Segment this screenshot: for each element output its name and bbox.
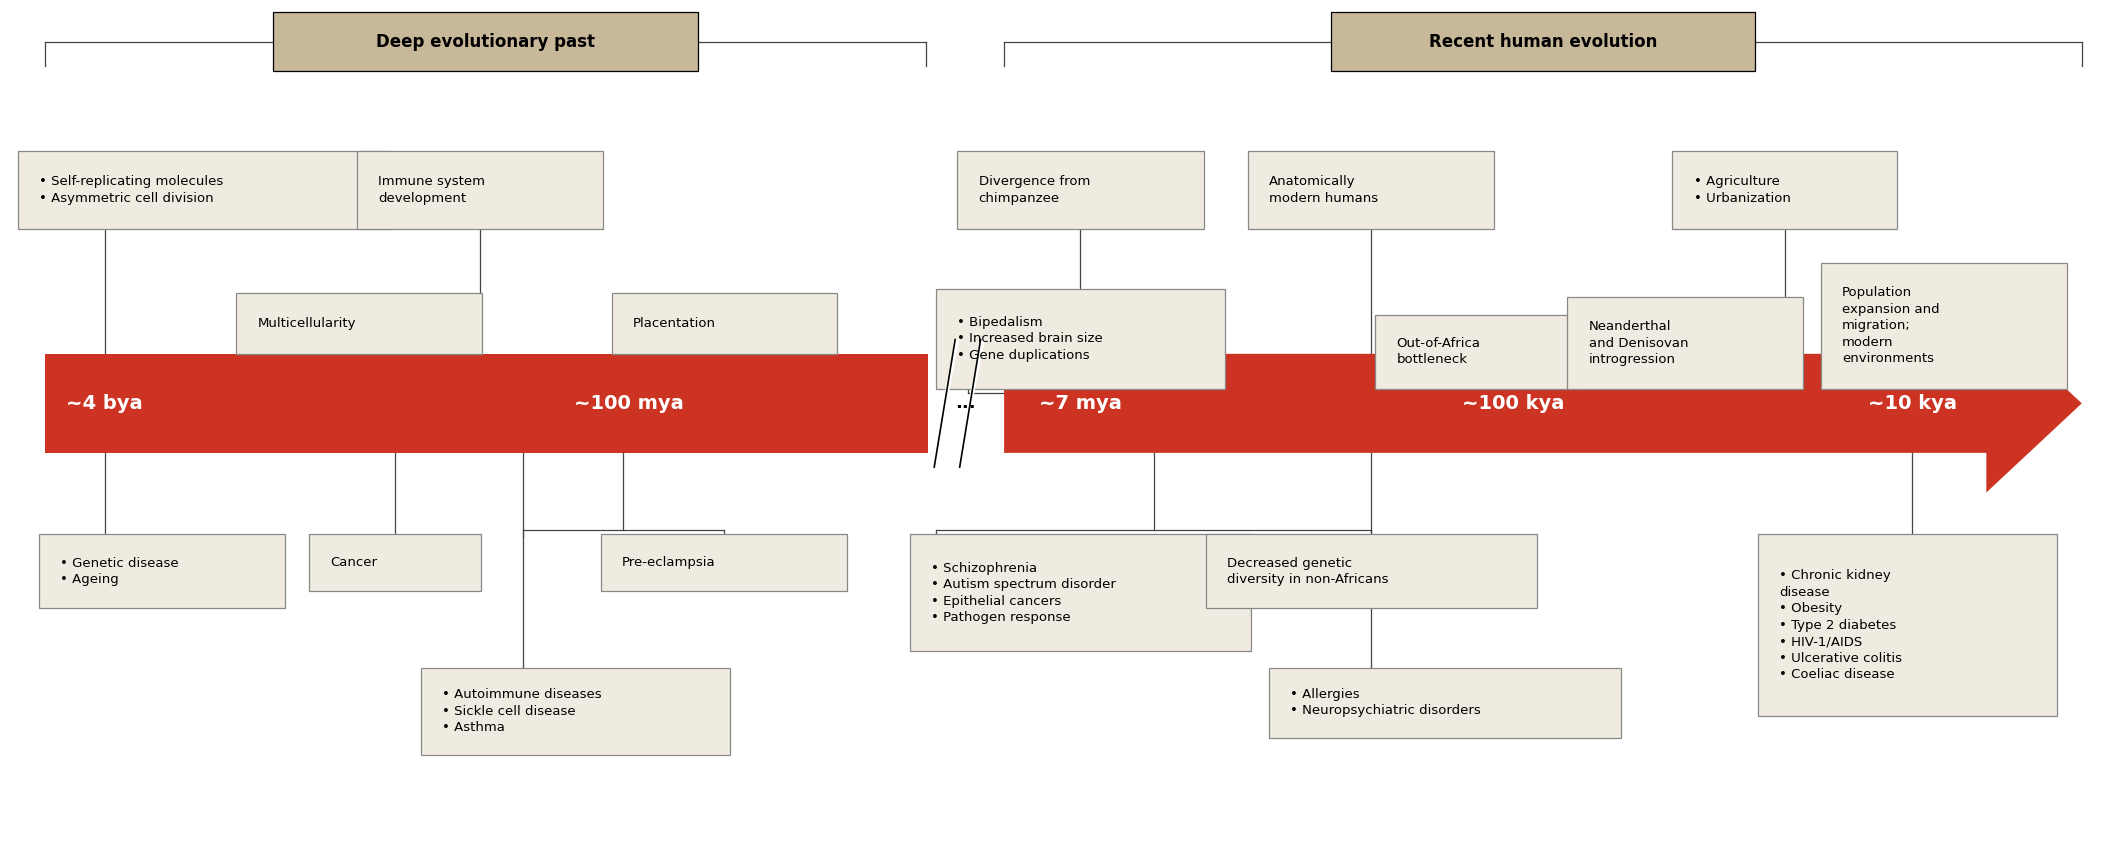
Text: Out-of-Africa
bottleneck: Out-of-Africa bottleneck [1397, 337, 1480, 367]
FancyBboxPatch shape [602, 534, 847, 591]
FancyBboxPatch shape [38, 534, 285, 609]
Text: Placentation: Placentation [634, 317, 717, 330]
Text: • Agriculture
• Urbanization: • Agriculture • Urbanization [1693, 175, 1791, 205]
Text: • Genetic disease
• Ageing: • Genetic disease • Ageing [60, 557, 179, 586]
FancyBboxPatch shape [308, 534, 481, 591]
Text: Cancer: Cancer [330, 557, 376, 570]
Text: ~4 bya: ~4 bya [66, 394, 143, 413]
Text: • Autoimmune diseases
• Sickle cell disease
• Asthma: • Autoimmune diseases • Sickle cell dise… [442, 688, 602, 734]
Text: ~100 mya: ~100 mya [574, 394, 683, 413]
FancyBboxPatch shape [17, 151, 391, 230]
Polygon shape [1004, 314, 2082, 492]
FancyBboxPatch shape [1568, 297, 1804, 388]
Text: Deep evolutionary past: Deep evolutionary past [376, 33, 596, 50]
Text: • Allergies
• Neuropsychiatric disorders: • Allergies • Neuropsychiatric disorders [1291, 688, 1480, 718]
FancyBboxPatch shape [1332, 12, 1755, 71]
FancyBboxPatch shape [1672, 151, 1897, 230]
FancyBboxPatch shape [1376, 315, 1578, 388]
Text: • Chronic kidney
disease
• Obesity
• Type 2 diabetes
• HIV-1/AIDS
• Ulcerative c: • Chronic kidney disease • Obesity • Typ… [1780, 569, 1902, 681]
Text: Divergence from
chimpanzee: Divergence from chimpanzee [978, 175, 1089, 205]
FancyBboxPatch shape [1249, 151, 1493, 230]
FancyBboxPatch shape [1759, 534, 2057, 716]
Polygon shape [45, 354, 927, 453]
Text: Neanderthal
and Denisovan
introgression: Neanderthal and Denisovan introgression [1589, 320, 1689, 366]
Text: Decreased genetic
diversity in non-Africans: Decreased genetic diversity in non-Afric… [1227, 557, 1389, 586]
FancyBboxPatch shape [910, 534, 1251, 651]
FancyBboxPatch shape [613, 293, 836, 355]
FancyBboxPatch shape [236, 293, 483, 355]
Text: • Schizophrenia
• Autism spectrum disorder
• Epithelial cancers
• Pathogen respo: • Schizophrenia • Autism spectrum disord… [932, 562, 1117, 624]
Text: Anatomically
modern humans: Anatomically modern humans [1270, 175, 1378, 205]
Text: • Self-replicating molecules
• Asymmetric cell division: • Self-replicating molecules • Asymmetri… [38, 175, 223, 205]
Text: Recent human evolution: Recent human evolution [1429, 33, 1657, 50]
Text: Immune system
development: Immune system development [379, 175, 485, 205]
FancyBboxPatch shape [936, 289, 1225, 388]
FancyBboxPatch shape [957, 151, 1204, 230]
FancyBboxPatch shape [1206, 534, 1536, 609]
Text: • Bipedalism
• Increased brain size
• Gene duplications: • Bipedalism • Increased brain size • Ge… [957, 316, 1104, 362]
Text: Multicellularity: Multicellularity [257, 317, 355, 330]
FancyBboxPatch shape [1270, 668, 1621, 738]
Text: ...: ... [955, 394, 976, 413]
FancyBboxPatch shape [1821, 263, 2067, 388]
FancyBboxPatch shape [272, 12, 698, 71]
Text: ~100 kya: ~100 kya [1461, 394, 1565, 413]
Text: ~7 mya: ~7 mya [1038, 394, 1121, 413]
Text: Pre-eclampsia: Pre-eclampsia [623, 557, 717, 570]
FancyBboxPatch shape [421, 668, 730, 755]
Text: ~10 kya: ~10 kya [1868, 394, 1957, 413]
FancyBboxPatch shape [357, 151, 604, 230]
Text: Population
expansion and
migration;
modern
environments: Population expansion and migration; mode… [1842, 286, 1940, 365]
